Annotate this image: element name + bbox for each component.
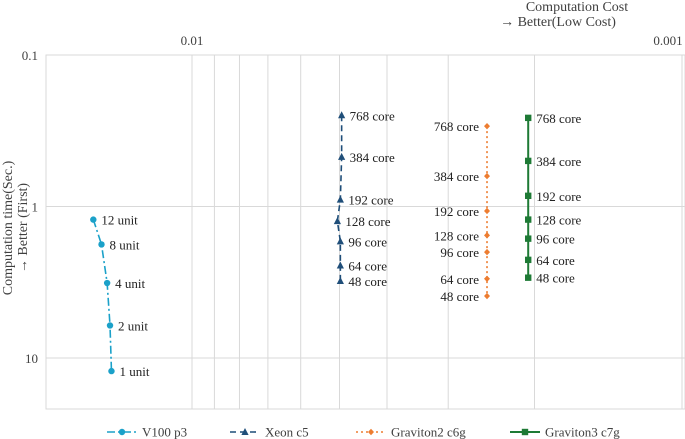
data-label: 48 core <box>440 289 479 304</box>
data-point <box>336 195 344 203</box>
data-point <box>525 216 532 223</box>
series-2: 768 core 384 core 192 core 128 core 96 core 6… <box>434 119 491 304</box>
data-label: 4 unit <box>115 276 145 291</box>
x-tick-labels: 0.01 0.001 <box>181 33 683 48</box>
data-point <box>338 152 346 160</box>
legend-item: Graviton2 c6g <box>356 425 466 439</box>
data-point <box>98 241 105 248</box>
data-label: 96 core <box>440 245 479 260</box>
data-label: 48 core <box>348 274 387 289</box>
y-axis-title: Computation time(Sec.) <box>1 160 16 295</box>
data-label: 192 core <box>536 189 581 204</box>
y-tick-label: 1 <box>32 200 39 215</box>
data-point <box>484 172 491 180</box>
data-point <box>336 261 344 269</box>
data-label: 768 core <box>350 108 395 123</box>
legend-label: Graviton3 c7g <box>545 425 620 439</box>
data-label: 2 unit <box>118 318 148 333</box>
y-tick-label: 10 <box>25 351 38 366</box>
data-point <box>525 256 532 264</box>
series-0: 12 unit 8 unit 4 unit 2 unit 1 unit <box>90 213 150 379</box>
x-axis-subtitle: → Better(Low Cost) <box>500 15 616 30</box>
data-point <box>336 276 344 284</box>
data-label: 384 core <box>434 169 479 184</box>
data-label: 128 core <box>434 228 479 243</box>
data-label: 192 core <box>348 193 393 208</box>
data-label: 96 core <box>348 234 387 249</box>
data-point <box>484 207 491 215</box>
data-point <box>333 217 341 225</box>
data-label: 64 core <box>348 258 387 273</box>
data-point <box>484 275 491 282</box>
series-1: 768 core 384 core 192 core 128 core 96 core 6… <box>333 108 395 289</box>
y-axis-subtitle: → Better (First) <box>16 183 31 274</box>
data-label: 1 unit <box>119 364 149 379</box>
data-point <box>484 122 491 130</box>
legend-marker <box>521 428 529 436</box>
series-layer: 12 unit 8 unit 4 unit 2 unit 1 unit 768 core 3… <box>90 108 582 379</box>
data-label: 96 core <box>536 232 575 247</box>
legend-label: Graviton2 c6g <box>391 425 466 439</box>
data-label: 384 core <box>536 154 581 169</box>
data-label: 128 core <box>536 213 581 228</box>
data-label: 192 core <box>434 204 479 219</box>
data-label: 64 core <box>536 253 575 268</box>
data-label: 768 core <box>536 111 581 126</box>
data-point <box>108 367 115 375</box>
data-point <box>338 111 346 119</box>
data-label: 64 core <box>440 272 479 287</box>
x-tick-label: 0.01 <box>181 33 204 48</box>
data-point <box>525 157 532 165</box>
data-point <box>484 232 491 239</box>
data-label: 384 core <box>350 150 395 165</box>
data-label: 128 core <box>345 214 390 229</box>
y-tick-label: 0.1 <box>22 48 38 63</box>
data-point <box>525 274 532 281</box>
legend-marker <box>368 428 374 436</box>
legend-marker <box>241 428 249 435</box>
data-label: 48 core <box>536 271 575 286</box>
data-point <box>106 322 114 329</box>
legend-item: Xeon c5 <box>230 425 309 439</box>
x-axis-title: Computation Cost <box>526 0 628 15</box>
legend-marker <box>118 428 126 436</box>
plot-area <box>45 54 685 410</box>
data-label: 768 core <box>434 119 479 134</box>
series-3: 768 core 384 core 192 core 128 core 96 core 6… <box>525 111 582 286</box>
data-point <box>103 279 111 287</box>
legend-label: V100 p3 <box>142 425 187 439</box>
legend-item: Graviton3 c7g <box>510 425 620 439</box>
data-label: 12 unit <box>101 213 138 228</box>
data-point <box>525 114 532 122</box>
data-point <box>90 216 97 223</box>
data-point <box>525 192 532 200</box>
legend: V100 p3 Xeon c5 Graviton2 c6g Graviton3 c7g <box>107 425 620 439</box>
x-tick-label: 0.001 <box>653 33 682 48</box>
data-point <box>525 235 532 242</box>
data-label: 8 unit <box>110 237 140 252</box>
legend-item: V100 p3 <box>107 425 187 439</box>
y-tick-labels: 0.1 1 10 <box>22 48 38 366</box>
legend-label: Xeon c5 <box>265 425 309 439</box>
data-point <box>484 248 491 256</box>
data-point <box>336 237 344 245</box>
data-point <box>484 292 491 300</box>
